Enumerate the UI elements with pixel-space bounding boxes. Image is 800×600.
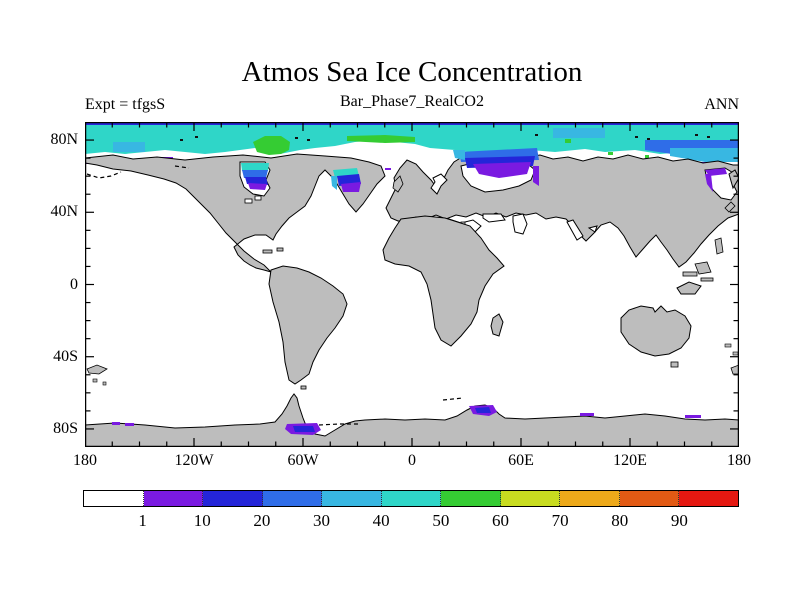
colorbar-cell [441, 491, 501, 506]
colorbar-tick-label: 80 [611, 511, 629, 530]
plot-title: Atmos Sea Ice Concentration [241, 56, 583, 88]
colorbar-cell [203, 491, 263, 506]
sea-persian-gulf [587, 225, 598, 233]
x-axis-label: 0 [408, 452, 416, 469]
contour-specks [180, 134, 710, 141]
colorbar-cell [560, 491, 620, 506]
land-new-guinea [676, 281, 702, 295]
ice-baffin-1-10 [341, 182, 361, 192]
ice-patch-50-60 [253, 136, 290, 155]
colorbar-tick-label: 40 [372, 511, 390, 530]
colorbar-tick-label: 60 [491, 511, 509, 530]
colorbar-tick-label: 10 [193, 511, 211, 530]
land-islet [92, 378, 98, 383]
land-australia [620, 305, 692, 357]
colorbar-cell [381, 491, 442, 506]
colorbar-cell [84, 491, 144, 506]
ice-okhotsk-1-10 [705, 174, 713, 192]
ice-hudson-20-30 [242, 170, 268, 178]
sea-baltic [430, 173, 448, 195]
land-nz-left [86, 364, 108, 375]
ice-hudson-1-10 [248, 183, 267, 190]
ice-patch-50-60 [565, 139, 571, 143]
ice-patch-30-40 [553, 128, 605, 138]
land-tasmania [670, 361, 679, 368]
x-axis-label: 60E [508, 452, 534, 469]
colorbar-tick-label: 50 [432, 511, 450, 530]
land-islet [732, 351, 739, 356]
lake [244, 198, 253, 204]
colorbar-tick-label: 30 [313, 511, 331, 530]
ice-hudson-40-50 [241, 163, 269, 171]
colorbar-tick-label: 70 [551, 511, 569, 530]
y-axis-label: 0 [70, 275, 78, 293]
world-map [84, 121, 740, 448]
ice-baffin-30-40 [331, 176, 337, 190]
x-axis-label: 60W [287, 452, 319, 469]
colorbar-cell [679, 491, 739, 506]
x-axis-label: 180 [73, 452, 97, 469]
colorbar-cell [322, 491, 382, 506]
map-plot-area [84, 121, 740, 448]
experiment-label: Expt = tfgsS [85, 96, 166, 113]
ice-antarctic-10-20 [475, 407, 491, 413]
ice-patch-50-60 [347, 135, 415, 143]
colorbar-cell [143, 491, 204, 506]
sea-red [566, 219, 584, 241]
land-borneo [694, 261, 712, 275]
colorbar-cell [500, 491, 561, 506]
dashed-contours [86, 165, 464, 426]
x-axis-label: 120E [613, 452, 647, 469]
land-hispaniola [276, 247, 284, 252]
ice-antarctic-fringe-1-10 [112, 413, 701, 426]
ice-patch-30-40 [113, 142, 145, 152]
ice-barents-30-40 [453, 150, 465, 160]
ice-patch-50-60 [608, 152, 613, 155]
y-axis-label: 40N [50, 203, 78, 221]
land-falklands [300, 385, 307, 390]
x-axis-label: 120W [174, 452, 214, 469]
colorbar-tick-label: 1 [138, 511, 147, 530]
colorbar [83, 490, 739, 507]
land-cuba [262, 249, 273, 254]
x-axis-label: 180 [727, 452, 751, 469]
axis-ticks [86, 123, 738, 446]
y-axis-label: 80N [50, 131, 78, 149]
ice-weddell-10-20 [293, 426, 315, 432]
land-java [700, 277, 714, 282]
ice-patch-50-60 [645, 155, 649, 158]
land-japan [724, 201, 736, 213]
land-south-america [268, 265, 348, 385]
y-axis-label: 80S [53, 419, 78, 437]
colorbar-tick-label: 90 [670, 511, 688, 530]
land-islet [724, 343, 732, 348]
lake [254, 195, 262, 201]
land-north-america [84, 153, 386, 274]
sea-black [482, 213, 506, 223]
land-antarctica [84, 393, 740, 448]
land-islet [102, 381, 107, 386]
colorbar-cell [619, 491, 680, 506]
land-madagascar [490, 313, 504, 337]
land-africa [382, 215, 505, 347]
land-philippines [714, 237, 724, 255]
sea-caspian [512, 213, 528, 235]
colorbar-cell [262, 491, 323, 506]
colorbar-tick-label: 20 [253, 511, 271, 530]
ice-hudson-10-20 [245, 177, 268, 185]
y-axis-label: 40S [53, 347, 78, 365]
map-frame [84, 121, 740, 448]
land-uk [392, 175, 404, 193]
ice-fringe-1-10 [533, 166, 539, 186]
land-sumatra [682, 271, 698, 277]
ice-barents-1-10 [473, 162, 531, 178]
season-label: ANN [704, 96, 739, 113]
plot-subtitle: Bar_Phase7_RealCO2 [340, 93, 484, 110]
ice-patch-30-40 [670, 148, 739, 162]
